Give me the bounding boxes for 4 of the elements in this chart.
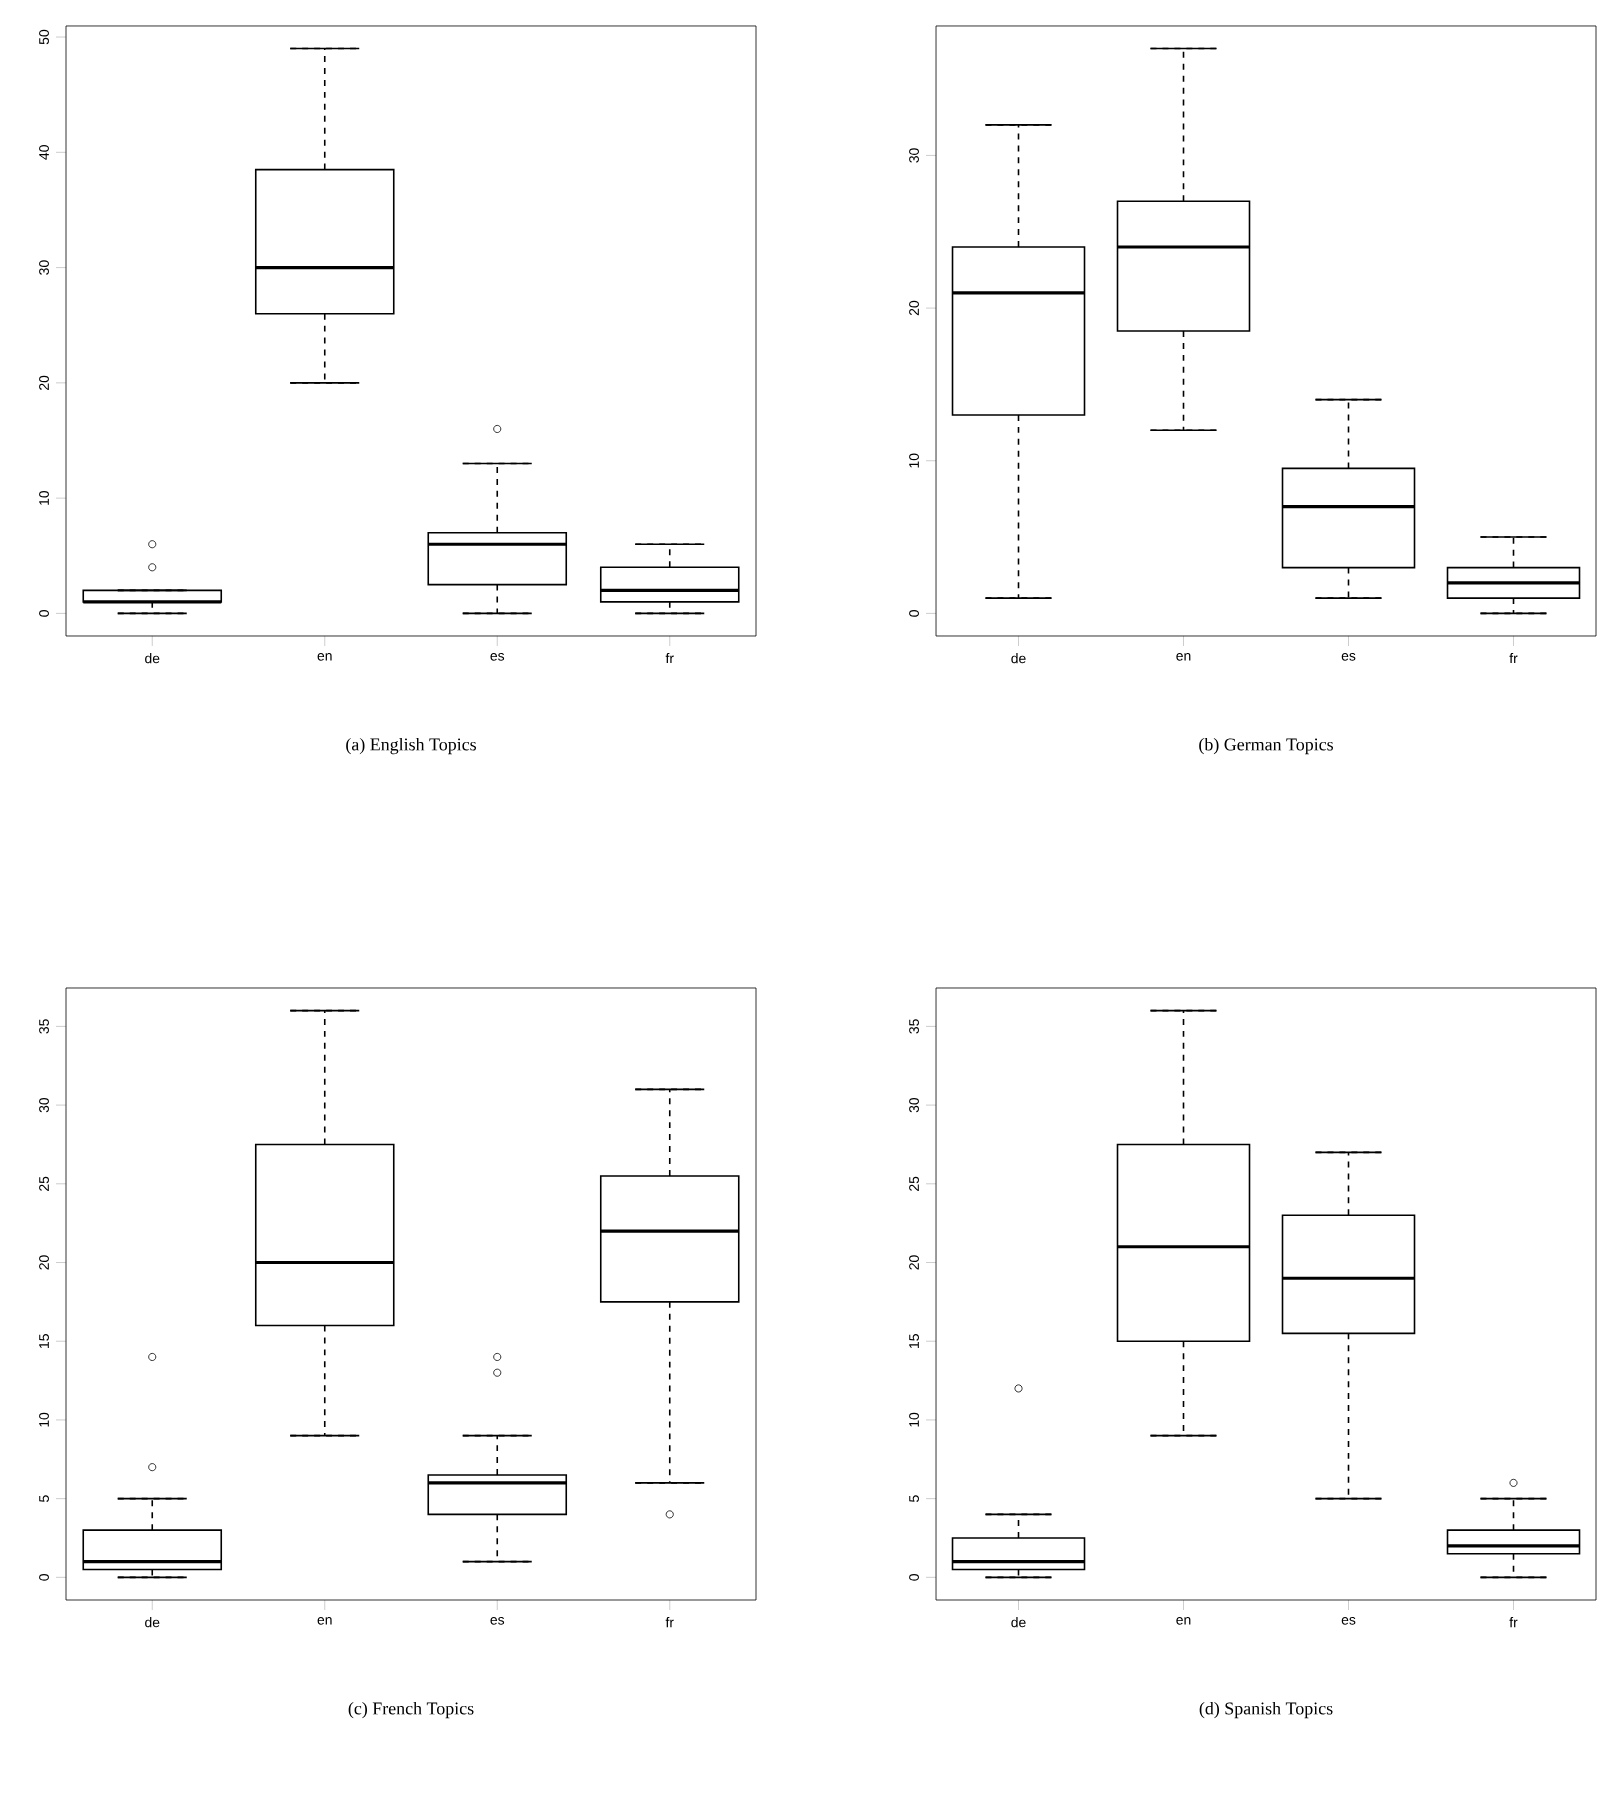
text: (c) French Topics [348,1701,474,1719]
text: (d) Spanish Topics [1199,1701,1333,1719]
text: (b) German Topics [1199,737,1333,755]
text: (a) English Topics [346,737,477,755]
